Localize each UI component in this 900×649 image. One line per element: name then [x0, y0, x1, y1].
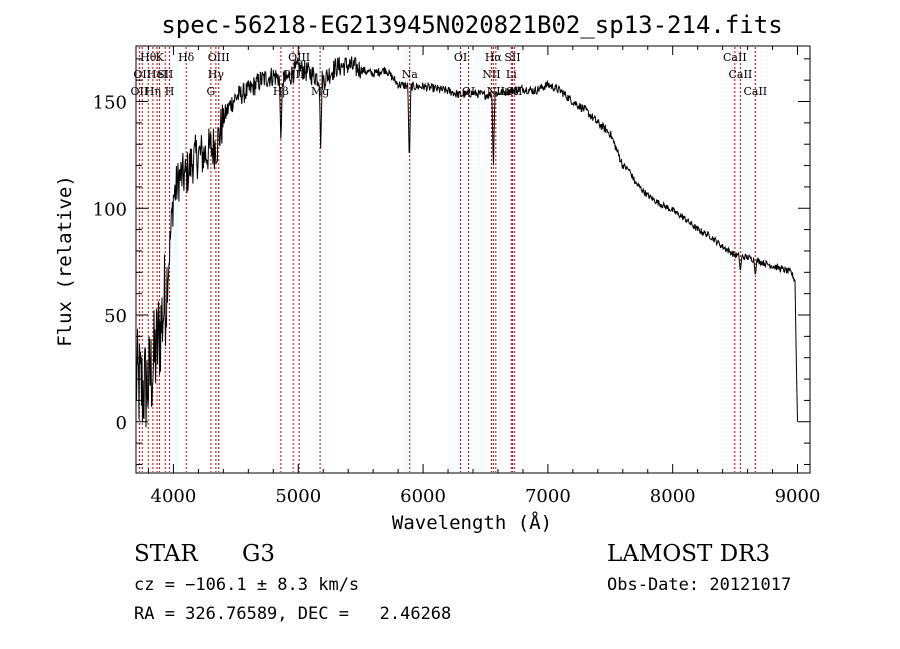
line-label: K — [155, 51, 164, 64]
line-label: OIII — [208, 51, 230, 64]
line-label: Na — [402, 68, 419, 81]
y-tick-label: 0 — [116, 413, 127, 434]
object-class: STAR — [134, 541, 198, 567]
y-axis-ticks: 0 50 100 150 — [93, 58, 810, 465]
line-label: CaII — [723, 51, 747, 64]
y-axis-label: Flux (relative) — [54, 175, 76, 347]
line-label: CaII — [743, 85, 767, 98]
object-subclass: G3 — [242, 541, 275, 567]
redshift-text: cz = −106.1 ± 8.3 km/s — [134, 575, 359, 595]
plot-frame — [135, 45, 811, 474]
line-label: Mg — [311, 85, 329, 98]
line-label: Hδ — [178, 51, 195, 64]
line-label: Li — [506, 68, 517, 81]
line-label: CaII — [729, 68, 753, 81]
line-label: Hθ — [140, 51, 157, 64]
obs-date-text: Obs-Date: 20121017 — [607, 575, 791, 595]
x-tick-label: 4000 — [151, 486, 197, 507]
x-tick-label: 8000 — [650, 486, 696, 507]
x-tick-label: 5000 — [275, 486, 321, 507]
spectrum-line — [135, 56, 798, 428]
line-label: OIII — [288, 51, 310, 64]
line-label: SII — [504, 51, 520, 64]
line-label: OI — [454, 51, 467, 64]
line-labels: OIIOIIHθHηHeIKSIIHHδGHγOIIIHβOIIIOIIIMgN… — [131, 51, 768, 98]
line-label: OII — [131, 85, 149, 98]
line-label: Hα — [485, 51, 503, 64]
line-label: G — [206, 85, 215, 98]
survey-name: LAMOST DR3 — [607, 541, 770, 567]
line-label: HeI — [147, 68, 167, 81]
y-tick-label: 50 — [104, 306, 127, 327]
x-tick-label: 6000 — [400, 486, 446, 507]
line-label: Hγ — [208, 68, 225, 81]
x-tick-label: 7000 — [525, 486, 571, 507]
line-label: H — [165, 85, 175, 98]
line-label: Hη — [145, 85, 161, 98]
radec-text: RA = 326.76589, DEC = 2.46268 — [134, 604, 451, 624]
line-markers — [138, 47, 756, 472]
line-label: Hβ — [273, 85, 289, 98]
chart-title: spec-56218-EG213945N020821B02_sp13-214.f… — [161, 11, 782, 39]
y-tick-label: 150 — [93, 93, 127, 114]
line-label: SII — [157, 68, 173, 81]
line-label: NII — [482, 68, 500, 81]
x-axis-ticks: 4000 5000 6000 7000 8000 9000 — [147, 46, 821, 507]
line-label: OII — [133, 68, 151, 81]
y-tick-label: 100 — [93, 199, 127, 220]
x-tick-label: 9000 — [775, 486, 821, 507]
x-axis-label: Wavelength (Å) — [392, 511, 552, 534]
